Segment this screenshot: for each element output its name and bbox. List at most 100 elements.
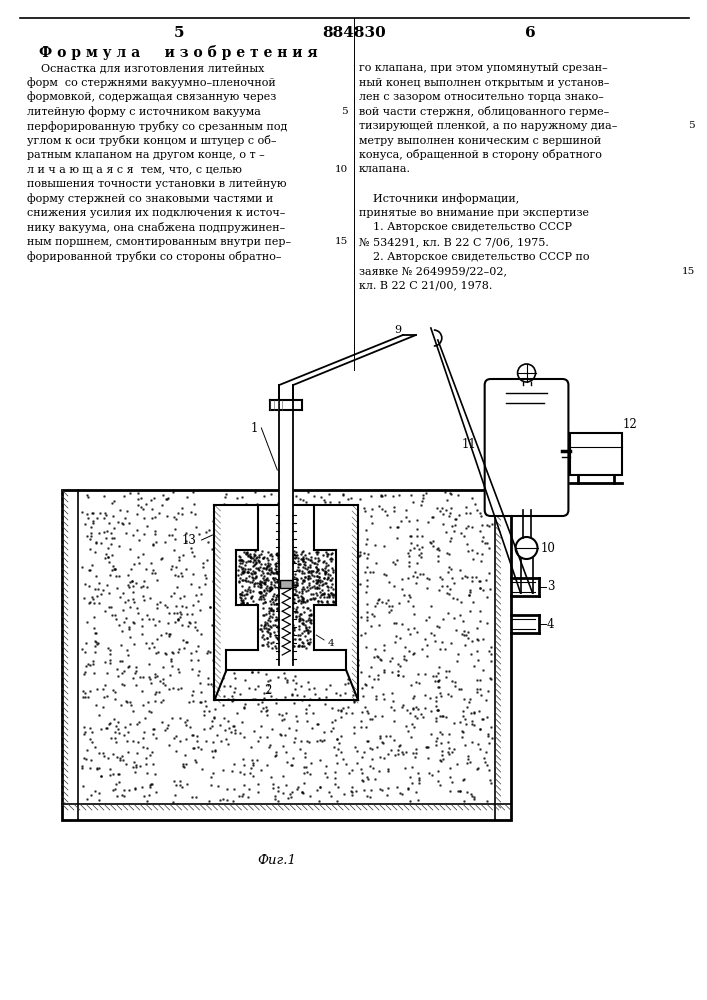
Text: вой части стержня, облицованного герме–: вой части стержня, облицованного герме– xyxy=(359,106,609,117)
Text: формовкой, содержащая связанную через: формовкой, содержащая связанную через xyxy=(27,92,276,102)
Point xyxy=(408,745,419,761)
Point xyxy=(235,586,247,602)
Point xyxy=(283,546,294,562)
Point xyxy=(269,617,281,633)
Point xyxy=(304,612,315,628)
Point xyxy=(233,634,245,650)
Point xyxy=(322,570,334,586)
Point xyxy=(83,562,95,578)
Point xyxy=(267,634,279,650)
Point xyxy=(379,691,390,707)
Point xyxy=(149,565,160,581)
Point xyxy=(290,601,301,617)
Point xyxy=(220,731,231,747)
Point xyxy=(256,623,267,639)
Point xyxy=(295,546,306,562)
Point xyxy=(314,580,325,596)
Point xyxy=(112,721,124,737)
Point xyxy=(138,578,149,594)
Point xyxy=(464,582,476,598)
Point xyxy=(273,548,284,564)
Point xyxy=(445,486,456,502)
Point xyxy=(414,547,425,563)
Point xyxy=(299,581,310,597)
Point xyxy=(296,611,308,627)
Point xyxy=(124,541,135,557)
Point xyxy=(238,594,249,610)
Point xyxy=(298,616,309,632)
Point xyxy=(256,694,267,710)
Point xyxy=(158,487,169,503)
Point xyxy=(470,569,481,585)
Point xyxy=(325,585,337,601)
Point xyxy=(265,520,276,536)
Point xyxy=(238,766,250,782)
Point xyxy=(245,550,257,566)
Point xyxy=(392,746,404,762)
Point xyxy=(485,646,496,662)
Point xyxy=(465,646,477,662)
Point xyxy=(191,754,202,770)
Point xyxy=(247,572,259,588)
Point xyxy=(462,751,473,767)
Point xyxy=(443,559,455,575)
Point xyxy=(224,678,235,694)
Point xyxy=(411,710,423,726)
Point xyxy=(346,784,358,800)
Point xyxy=(261,623,272,639)
Point xyxy=(259,560,270,576)
Point xyxy=(173,661,184,677)
Point xyxy=(431,733,442,749)
Point xyxy=(349,575,360,591)
Point xyxy=(162,490,173,506)
Point xyxy=(122,744,134,760)
Point xyxy=(253,581,264,597)
Point xyxy=(255,579,266,595)
Point xyxy=(257,637,268,653)
Point xyxy=(298,610,310,626)
Point xyxy=(239,555,250,571)
Point xyxy=(333,538,344,554)
Point xyxy=(244,553,255,569)
Point xyxy=(473,573,484,589)
Point xyxy=(148,721,160,737)
Point xyxy=(336,559,347,575)
Point xyxy=(306,547,317,563)
Point xyxy=(291,599,303,615)
Point xyxy=(477,631,489,647)
Point xyxy=(226,500,238,516)
Point xyxy=(287,565,298,581)
Point xyxy=(453,507,464,523)
Point xyxy=(194,526,205,542)
Point xyxy=(128,754,139,770)
Point xyxy=(219,641,230,657)
Point xyxy=(209,710,220,726)
Point xyxy=(327,720,339,736)
Point xyxy=(137,669,148,685)
Point xyxy=(270,609,281,625)
Point xyxy=(296,591,308,607)
Point xyxy=(426,726,437,742)
Point xyxy=(276,560,287,576)
Point xyxy=(91,681,103,697)
Point xyxy=(433,679,445,695)
Point xyxy=(484,762,495,778)
Point xyxy=(218,496,230,512)
Point xyxy=(289,681,300,697)
Point xyxy=(461,520,472,536)
Point xyxy=(252,678,264,694)
Point xyxy=(332,592,343,608)
Point xyxy=(279,558,291,574)
Point xyxy=(170,728,182,744)
Point xyxy=(375,749,386,765)
Point xyxy=(363,668,375,684)
Point xyxy=(463,630,474,646)
Point xyxy=(269,627,281,643)
Point xyxy=(481,535,493,551)
Point xyxy=(207,652,218,668)
Point xyxy=(275,629,286,645)
Point xyxy=(444,485,455,501)
Point xyxy=(371,648,382,664)
Point xyxy=(346,779,358,795)
Point xyxy=(308,705,319,721)
